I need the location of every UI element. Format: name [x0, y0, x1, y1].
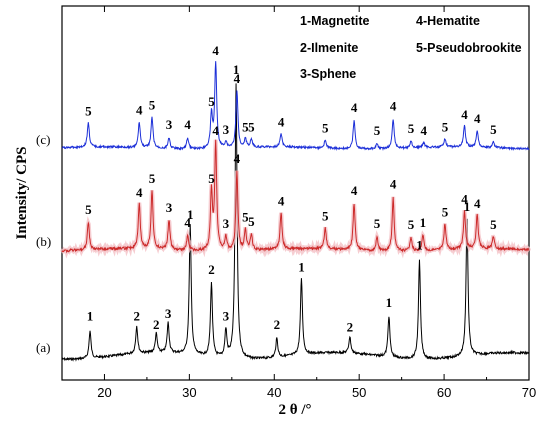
legend-item: 1-Magnetite: [300, 14, 370, 28]
peak-label: 5: [242, 120, 249, 135]
peak-label: 1: [416, 237, 423, 252]
peak-label: 3: [223, 309, 230, 324]
peak-label: 3: [223, 216, 230, 231]
series-line-b: [61, 139, 530, 254]
series-line-c: [61, 61, 530, 152]
peak-label: 3: [166, 200, 173, 215]
x-tick-label: 30: [182, 385, 196, 400]
peak-label: 5: [442, 204, 449, 219]
x-tick-label: 40: [267, 385, 281, 400]
peak-label: 1: [420, 215, 427, 230]
peak-label: 2: [274, 317, 281, 332]
peak-label: 4: [461, 107, 468, 122]
legend-item: 5-Pseudobrookite: [416, 41, 522, 55]
x-tick-label: 60: [437, 385, 451, 400]
peak-label: 4: [420, 123, 427, 138]
peak-label: 5: [374, 123, 381, 138]
peak-label: 1: [187, 207, 194, 222]
y-axis-title: Intensity/ CPS: [14, 147, 30, 240]
legend-item: 4-Hematite: [416, 14, 480, 28]
peak-label: 3: [165, 306, 172, 321]
peak-label: 5: [374, 216, 381, 231]
peak-label: 5: [442, 120, 449, 135]
peak-label: 5: [322, 209, 329, 224]
series-line-a: [61, 83, 530, 362]
plot-frame: [61, 5, 530, 381]
peak-label: 1: [298, 259, 305, 274]
x-tick-label: 70: [522, 385, 536, 400]
peak-label: 1: [386, 295, 393, 310]
peak-label: 2: [153, 317, 160, 332]
peak-label: 2: [133, 309, 140, 324]
peak-label: 4: [278, 114, 285, 129]
peak-label: 4: [351, 100, 358, 115]
peak-label: 3: [166, 117, 173, 132]
peak-label: 5: [248, 120, 255, 135]
peak-label: 4: [234, 151, 241, 166]
peak-label: 5: [149, 97, 156, 112]
peak-label: 1: [87, 309, 94, 324]
peak-label: 4: [136, 103, 143, 118]
peak-label: 5: [408, 121, 415, 136]
peak-label: 4: [461, 191, 468, 206]
peak-label: 5: [490, 122, 497, 137]
peak-label: 4: [234, 71, 241, 86]
peak-label: 5: [490, 217, 497, 232]
peak-label: 5: [85, 103, 92, 118]
peak-label: 4: [390, 98, 397, 113]
peak-label: 4: [184, 215, 191, 230]
x-tick-label: 20: [97, 385, 111, 400]
series-b-shadow: [60, 139, 531, 259]
peak-label: 4: [278, 194, 285, 209]
series-label: (b): [36, 234, 51, 249]
peak-label: 5: [208, 94, 215, 109]
series-label: (c): [36, 132, 50, 147]
peak-label: 5: [208, 171, 215, 186]
curves-layer: [60, 61, 531, 362]
peak-label: 4: [212, 123, 219, 138]
peak-label: 4: [212, 43, 219, 58]
peak-label: 4: [136, 185, 143, 200]
peak-label: 4: [474, 196, 481, 211]
peak-label: 5: [248, 214, 255, 229]
x-tick-label: 50: [352, 385, 366, 400]
x-axis: 20 30 40 50 60 70: [61, 6, 536, 400]
peak-label: 5: [85, 202, 92, 217]
legend-item: 2-Ilmenite: [300, 41, 358, 55]
legend: 1-Magnetite 2-Ilmenite 3-Sphene 4-Hematite 5…: [300, 14, 522, 81]
peak-label: 2: [208, 262, 215, 277]
peak-label: 4: [474, 111, 481, 126]
peak-label: 1: [464, 199, 471, 214]
peak-label: 1: [233, 62, 240, 77]
peak-label: 4: [390, 177, 397, 192]
legend-item: 3-Sphene: [300, 67, 356, 81]
peak-label: 4: [351, 183, 358, 198]
peak-label: 2: [347, 320, 354, 335]
peak-label: 5: [408, 217, 415, 232]
peak-label: 5: [242, 210, 249, 225]
series-label: (a): [36, 340, 50, 355]
x-axis-title: 2 θ /°: [279, 402, 312, 418]
peak-label: 5: [149, 171, 156, 186]
peak-label: 4: [184, 117, 191, 132]
peak-label: 3: [223, 122, 230, 137]
peak-label: 5: [322, 120, 329, 135]
